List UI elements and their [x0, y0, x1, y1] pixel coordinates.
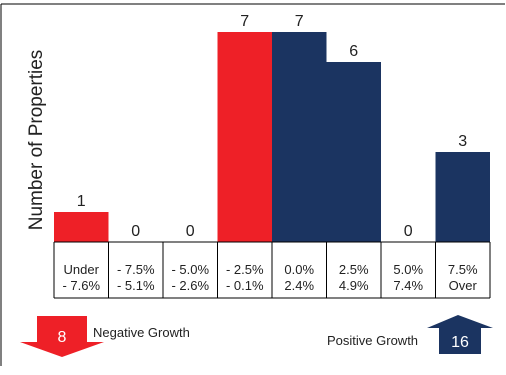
- bar-6: [326, 62, 381, 242]
- category-label-6-line-1: 2.5%: [339, 262, 369, 277]
- y-axis-label: Number of Properties: [26, 50, 47, 231]
- category-label-7-line-1: 5.0%: [393, 262, 423, 277]
- category-label-3-line-1: - 5.0%: [171, 262, 209, 277]
- category-label-2-line-2: - 5.1%: [117, 278, 155, 293]
- category-label-7-line-2: 7.4%: [393, 278, 423, 293]
- bar-8: [435, 152, 490, 242]
- bars-layer: [54, 32, 490, 242]
- category-label-1-line-1: Under: [64, 262, 100, 277]
- category-label-8-line-1: 7.5%: [448, 262, 478, 277]
- value-label-4: 7: [240, 13, 249, 30]
- category-table: Under- 7.6% - 7.5%- 5.1% - 5.0%- 2.6% - 2.5…: [53, 241, 491, 299]
- value-label-3: 0: [186, 223, 195, 240]
- value-label-7: 0: [404, 223, 413, 240]
- category-label-3-line-2: - 2.6%: [171, 278, 209, 293]
- category-label-6-line-2: 4.9%: [339, 278, 369, 293]
- value-label-2: 0: [131, 223, 140, 240]
- up-arrow-icon: [427, 315, 493, 354]
- value-label-5: 7: [295, 13, 304, 30]
- value-labels-layer: 1 0 0 7 7 6 0 3: [77, 13, 468, 240]
- negative-growth-label: Negative Growth: [93, 325, 190, 340]
- positive-growth-legend: 16 Positive Growth: [327, 315, 493, 354]
- value-label-6: 6: [349, 43, 358, 60]
- bar-1: [54, 212, 109, 242]
- category-label-2-line-1: - 7.5%: [117, 262, 155, 277]
- category-label-8-line-2: Over: [449, 278, 478, 293]
- value-label-1: 1: [77, 193, 86, 210]
- positive-growth-count: 16: [451, 334, 469, 351]
- bar-5: [272, 32, 327, 242]
- negative-growth-count: 8: [58, 329, 67, 346]
- category-label-1-line-2: - 7.6%: [62, 278, 100, 293]
- category-label-4-line-2: - 0.1%: [226, 278, 264, 293]
- bar-4: [217, 32, 272, 242]
- category-label-4-line-1: - 2.5%: [226, 262, 264, 277]
- category-label-5-line-1: 0.0%: [284, 262, 314, 277]
- category-label-5-line-2: 2.4%: [284, 278, 314, 293]
- down-arrow-icon: [20, 316, 104, 357]
- positive-growth-label: Positive Growth: [327, 333, 418, 348]
- negative-growth-legend: 8 Negative Growth: [20, 316, 190, 357]
- value-label-8: 3: [458, 133, 467, 150]
